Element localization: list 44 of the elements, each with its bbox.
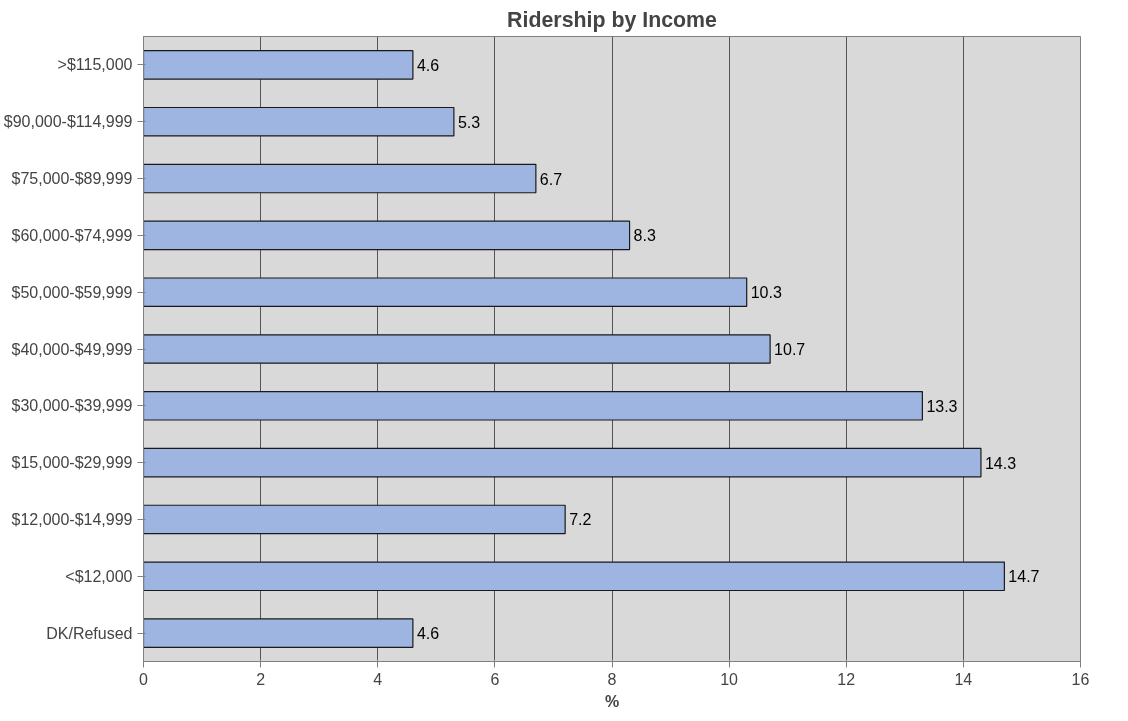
data-label: 7.2 xyxy=(569,511,592,529)
x-tick-label: 4 xyxy=(373,670,383,688)
data-label: 8.3 xyxy=(633,227,656,245)
y-tick-label: <$12,000 xyxy=(65,567,133,585)
y-tick-label: $90,000-$114,999 xyxy=(3,113,133,131)
x-tick-label: 8 xyxy=(607,670,617,688)
data-label: 10.7 xyxy=(774,341,806,358)
data-label: 4.6 xyxy=(416,56,440,74)
bar xyxy=(143,334,771,364)
y-tick-label: $40,000-$49,999 xyxy=(11,340,133,358)
data-label: 14.3 xyxy=(984,454,1017,472)
y-tick-label: $50,000-$59,999 xyxy=(11,283,133,301)
bar xyxy=(143,561,1005,592)
bar xyxy=(143,618,414,648)
y-tick-label: $60,000-$74,999 xyxy=(11,226,133,244)
bar xyxy=(143,220,631,251)
x-tick-label: 2 xyxy=(256,670,266,688)
bar xyxy=(143,163,537,194)
y-tick-label: $30,000-$39,999 xyxy=(11,397,133,415)
x-tick-label: 16 xyxy=(1071,670,1090,688)
data-label: 14.7 xyxy=(1008,568,1040,586)
bar xyxy=(143,277,748,307)
x-tick-label: 14 xyxy=(954,670,973,688)
y-tick-label: DK/Refused xyxy=(46,624,133,642)
data-label: 5.3 xyxy=(457,113,481,131)
chart-title: Ridership by Income xyxy=(507,7,718,32)
y-tick-label: $15,000-$29,999 xyxy=(11,454,133,472)
data-label: 4.6 xyxy=(416,625,440,643)
x-tick-label: 6 xyxy=(490,670,500,688)
y-tick-label: $75,000-$89,999 xyxy=(11,170,133,188)
data-label: 6.7 xyxy=(539,170,563,188)
bar xyxy=(143,391,923,421)
y-tick-label: >$115,000 xyxy=(57,56,133,74)
x-tick-label: 12 xyxy=(837,670,856,688)
x-tick-label: 10 xyxy=(720,670,739,688)
data-label: 10.3 xyxy=(750,284,782,302)
bar xyxy=(143,447,982,478)
bar xyxy=(143,106,455,137)
bar xyxy=(143,50,414,80)
x-axis-title: % xyxy=(604,692,620,710)
x-tick-label: 0 xyxy=(139,670,149,688)
data-label: 13.3 xyxy=(926,397,958,415)
bar xyxy=(143,504,566,535)
y-tick-label: $12,000-$14,999 xyxy=(11,510,133,528)
